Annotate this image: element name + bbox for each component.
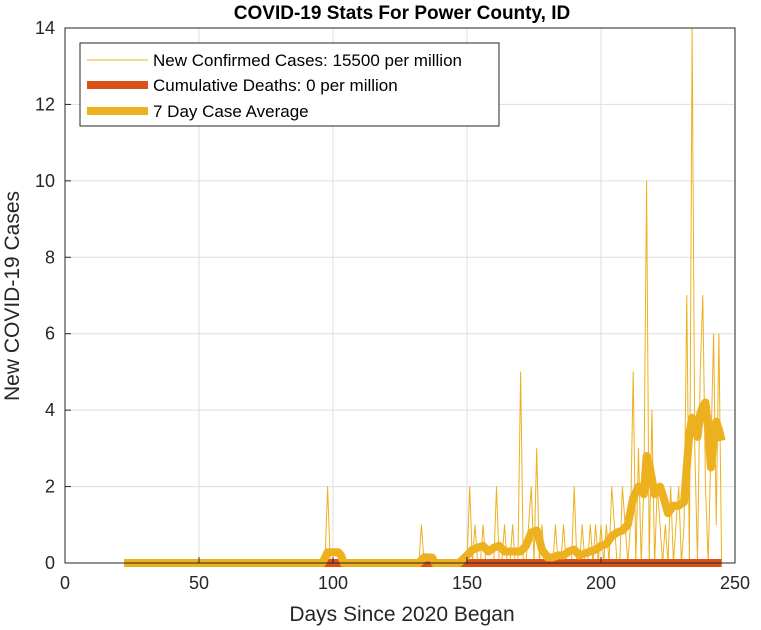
legend-label-new-cases: New Confirmed Cases: 15500 per million [153,51,462,70]
y-tick-label: 10 [35,171,55,191]
x-tick-label: 200 [586,573,616,593]
legend-label-deaths: Cumulative Deaths: 0 per million [153,76,398,95]
y-tick-label: 12 [35,94,55,114]
legend-label-average: 7 Day Case Average [153,102,309,121]
y-tick-label: 4 [45,400,55,420]
legend: New Confirmed Cases: 15500 per million C… [79,42,500,127]
y-tick-label: 8 [45,247,55,267]
y-tick-label: 6 [45,324,55,344]
chart-title: COVID-19 Stats For Power County, ID [234,3,570,24]
plot-frame [64,27,736,564]
x-tick-label: 250 [720,573,750,593]
y-tick-label: 0 [45,553,55,573]
x-tick-label: 100 [318,573,348,593]
y-tick-label: 2 [45,477,55,497]
legend-box [79,42,500,127]
x-tick-label: 150 [452,573,482,593]
x-tick-label: 0 [60,573,70,593]
x-tick-label: 50 [189,573,209,593]
y-tick-label: 14 [35,18,55,38]
y-axis-label: New COVID-19 Cases [1,191,24,401]
axis-ticks: 0 50 100 150 200 250 0 2 4 6 8 10 12 14 [35,18,750,593]
x-axis-label: Days Since 2020 Began [289,603,514,626]
